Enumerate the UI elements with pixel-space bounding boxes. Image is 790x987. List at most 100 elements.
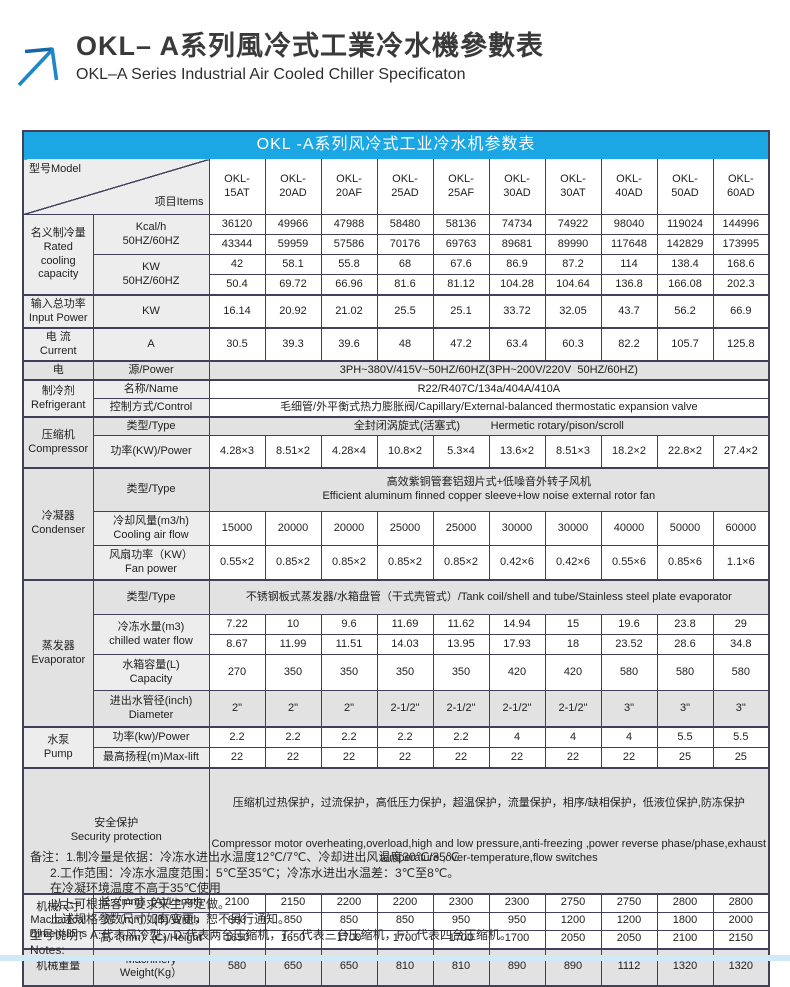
section-label: 压缩机 Compressor — [22, 416, 94, 469]
section-label: 安全保护 Security protection — [22, 767, 210, 895]
value-cell: 5.3×4 — [432, 435, 490, 469]
value-cell: 8.67 — [208, 634, 266, 655]
item-label: 宽（mm）(B)/Width — [92, 911, 210, 931]
value-cell: 0.85×2 — [376, 545, 434, 581]
value-cell: 144996 — [712, 214, 770, 235]
value-cell: 86.9 — [488, 254, 546, 275]
value-cell: 27.4×2 — [712, 435, 770, 469]
merged-value: 毛细管/外平衡式热力膨胀阀/Capillary/External-balance… — [208, 398, 770, 418]
item-label: 类型/Type — [92, 579, 210, 615]
value-cell: 2-1/2" — [376, 690, 434, 728]
value-cell: 8.51×3 — [544, 435, 602, 469]
value-cell: 58.1 — [264, 254, 322, 275]
safety-en: Compressor motor overheating,overload,hi… — [211, 837, 770, 864]
corner-model-label: 型号Model — [29, 163, 81, 175]
value-cell: 47.2 — [432, 327, 490, 362]
value-cell: 21.02 — [320, 294, 378, 329]
corner-items-label: 项目Items — [154, 196, 204, 209]
value-cell: 22 — [600, 747, 658, 769]
value-cell: 2.2 — [264, 726, 322, 748]
value-cell: 350 — [432, 654, 490, 691]
value-cell: 4.28×3 — [208, 435, 266, 469]
item-label: Kcal/h 50HZ/60HZ — [92, 214, 210, 255]
value-cell: 3" — [712, 690, 770, 728]
table-row: 冷冻水量(m3) chilled water flow 7.22 10 9.6 11.… — [23, 614, 770, 655]
value-cell: 43.7 — [600, 294, 658, 329]
value-cell: 56.2 — [656, 294, 714, 329]
value-cell: 2150 — [264, 892, 322, 913]
value-cell: 22 — [320, 747, 378, 769]
value-cell: 800 — [208, 911, 266, 931]
table-row: 控制方式/Control 毛细管/外平衡式热力膨胀阀/Capillary/Ext… — [23, 398, 770, 418]
merged-value: 全封闭涡旋式(活塞式) Hermetic rotary/pison/scroll — [208, 416, 770, 436]
value-cell: 136.8 — [600, 274, 658, 296]
value-cell: 49966 — [264, 214, 322, 235]
table-row: 名义制冷量 Rated cooling capacity Kcal/h 50HZ… — [22, 214, 770, 296]
value-cell: 2-1/2" — [488, 690, 546, 728]
value-cell: 36120 — [208, 214, 266, 235]
value-cell: 350 — [376, 654, 434, 691]
value-cell: 82.2 — [600, 327, 658, 362]
value-cell: 3" — [656, 690, 714, 728]
value-cell: OKL- 25AF — [432, 158, 490, 215]
safety-cn: 压缩机过热保护，过流保护，高低压力保护，超温保护，流量保护，相序/缺相保护，低液… — [232, 796, 745, 809]
value-cell: 0.42×6 — [544, 545, 602, 581]
value-cell: 47988 — [320, 214, 378, 235]
value-cell: 850 — [264, 911, 322, 931]
value-cell: 22 — [208, 747, 266, 769]
value-cell: 69.72 — [264, 274, 322, 296]
value-cell: OKL- 20AF — [320, 158, 378, 215]
note-line: 2.工作范围：冷冻水温度范围：5℃至35℃；冷冻水进出水温差：3℃至8℃。 — [30, 865, 460, 880]
table-title: OKL -A系列风冷式工业冷水机参数表 — [22, 130, 770, 159]
value-cell: 0.85×2 — [320, 545, 378, 581]
value-cell: 39.3 — [264, 327, 322, 362]
value-cell: 25 — [712, 747, 770, 769]
corner-header-cell: 型号Model 项目Items — [22, 158, 210, 215]
value-cell: 18.2×2 — [600, 435, 658, 469]
value-cell: 20000 — [264, 511, 322, 546]
value-cell: 66.96 — [320, 274, 378, 296]
value-cell: 13.6×2 — [488, 435, 546, 469]
value-cell: 30000 — [544, 511, 602, 546]
table-row: 43344 59959 57586 70176 69763 89681 89990 11764… — [23, 234, 770, 255]
item-label: 冷却风量(m3/h) Cooling air flow — [92, 511, 210, 546]
note-line: 上述规格参数尺寸如有变更，恕不另行通知。 — [30, 912, 291, 926]
table-row: 机械尺寸 Machanical Dimensions 长（mm）(A)/Leng… — [22, 892, 770, 950]
value-cell: 0.42×6 — [488, 545, 546, 581]
item-label: 风扇功率（KW） Fan power — [92, 545, 210, 581]
note-line: 以上可根据客户要求来生产定做。 — [30, 896, 231, 911]
value-cell: 2-1/2" — [432, 690, 490, 728]
value-cell: 60.3 — [544, 327, 602, 362]
value-cell: 15000 — [208, 511, 266, 546]
section-label: 电 — [22, 360, 94, 381]
value-cell: 16.14 — [208, 294, 266, 329]
value-cell: 4 — [600, 726, 658, 748]
value-cell: 420 — [544, 654, 602, 691]
section-label: 名义制冷量 Rated cooling capacity — [22, 214, 94, 296]
section-label: 蒸发器 Evaporator — [22, 579, 94, 728]
value-cell: 2.2 — [432, 726, 490, 748]
value-cell: 580 — [712, 654, 770, 691]
value-cell: 2-1/2" — [544, 690, 602, 728]
table-row: 水箱容量(L) Capacity 270 350 350 350 350 420 420 58… — [23, 654, 770, 691]
value-cell: 4.28×4 — [320, 435, 378, 469]
value-cell: OKL- 60AD — [712, 158, 770, 215]
value-cell: 50.4 — [208, 274, 266, 296]
value-cell: 11.51 — [320, 634, 378, 655]
notes-block: 备注：1.制冷量是依据：冷冻水进出水温度12℃/7℃、冷却进出风温度30℃/35… — [30, 850, 770, 959]
value-cell: 9.6 — [320, 614, 378, 635]
value-cell: 66.9 — [712, 294, 770, 329]
value-cell: 168.6 — [712, 254, 770, 275]
value-cell: 1200 — [544, 911, 602, 931]
value-cell: 11.69 — [376, 614, 434, 635]
value-cell: 2.2 — [208, 726, 266, 748]
table-title-row: OKL -A系列风冷式工业冷水机参数表 — [22, 130, 770, 159]
value-cell: 166.08 — [656, 274, 714, 296]
value-cell: 119024 — [656, 214, 714, 235]
item-label: KW 50HZ/60HZ — [92, 254, 210, 296]
value-cell: 43344 — [208, 234, 266, 255]
value-cell: 18 — [544, 634, 602, 655]
arrow-up-right-icon — [17, 47, 59, 87]
value-cell: 14.03 — [376, 634, 434, 655]
table-row: 蒸发器 Evaporator 类型/Type 不锈钢板式蒸发器/水箱盘管（干式壳… — [22, 579, 770, 728]
